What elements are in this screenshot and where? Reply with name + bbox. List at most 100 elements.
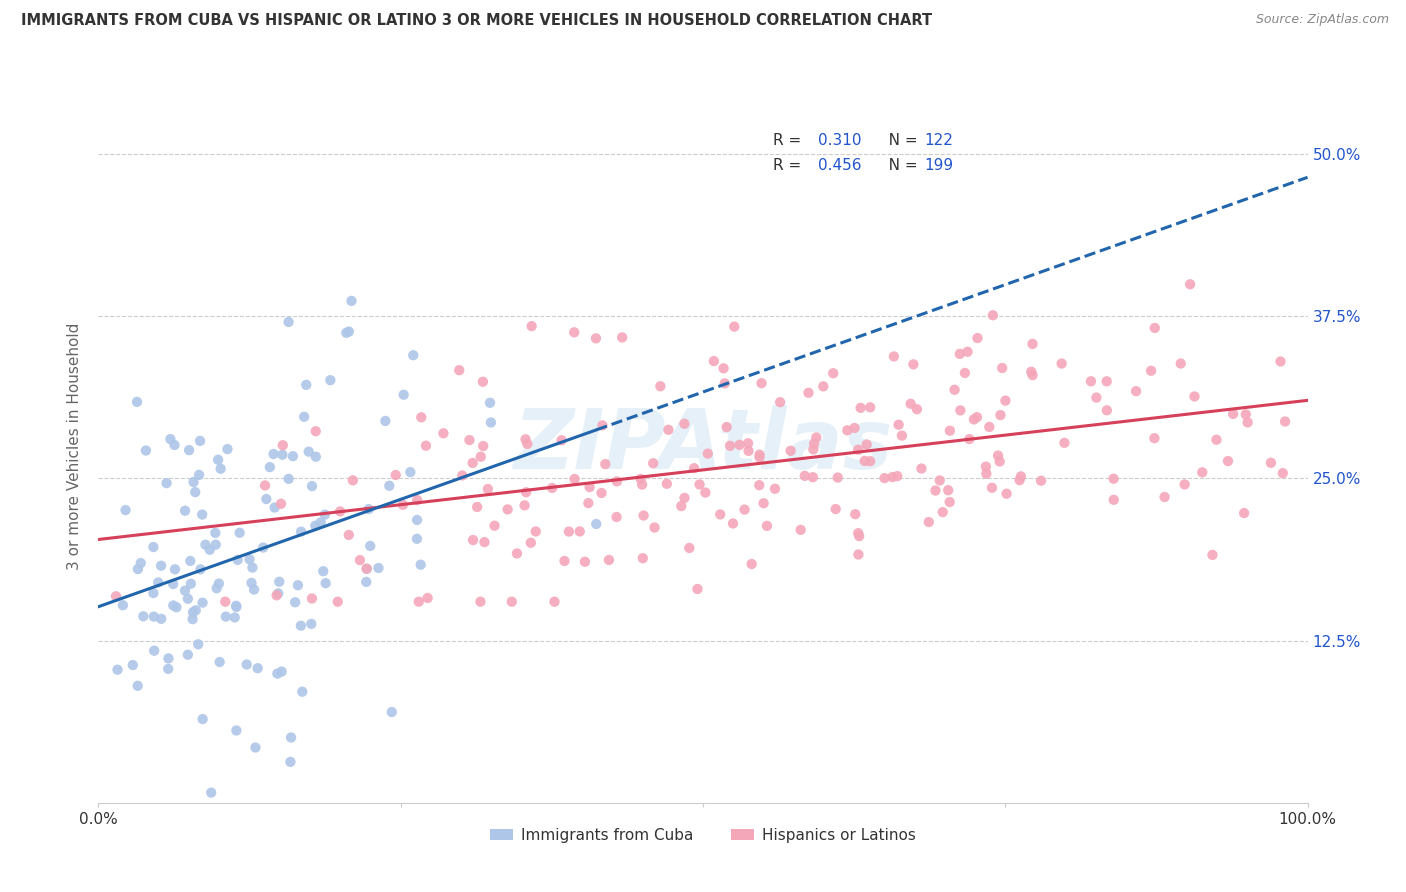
Point: [277, 472, 299, 486]
Point: [859, 454, 882, 468]
Point: [846, 442, 869, 457]
Point: [713, 376, 735, 391]
Point: [956, 344, 979, 359]
Point: [228, 525, 250, 540]
Point: [779, 443, 801, 458]
Point: [848, 529, 870, 543]
Point: [409, 558, 432, 572]
Point: [461, 533, 484, 547]
Point: [995, 486, 1018, 500]
Point: [853, 454, 876, 468]
Point: [1102, 472, 1125, 486]
Point: [1201, 548, 1223, 562]
Text: 0.310: 0.310: [818, 134, 860, 148]
Point: [1174, 477, 1197, 491]
Point: [741, 557, 763, 571]
Point: [949, 403, 972, 417]
Point: [184, 603, 207, 617]
Point: [890, 428, 912, 442]
Text: 122: 122: [925, 134, 953, 148]
Point: [1008, 473, 1031, 487]
Point: [292, 409, 315, 424]
Point: [337, 528, 360, 542]
Point: [226, 553, 249, 567]
Point: [280, 731, 302, 745]
Point: [225, 599, 247, 614]
Point: [953, 366, 976, 380]
Point: [129, 556, 152, 570]
Point: [752, 496, 775, 510]
Point: [718, 439, 741, 453]
Point: [737, 436, 759, 450]
Point: [823, 366, 845, 380]
Point: [214, 595, 236, 609]
Point: [415, 439, 437, 453]
Point: [578, 480, 600, 494]
Point: [284, 595, 307, 609]
Point: [981, 308, 1004, 322]
Point: [180, 576, 202, 591]
Point: [432, 426, 454, 441]
Point: [844, 507, 866, 521]
Point: [918, 515, 941, 529]
Point: [846, 526, 869, 541]
Point: [184, 485, 207, 500]
Point: [844, 421, 866, 435]
Point: [1140, 364, 1163, 378]
Point: [406, 513, 429, 527]
Point: [591, 418, 613, 433]
Point: [271, 448, 294, 462]
Point: [205, 581, 228, 595]
Point: [713, 361, 735, 376]
Point: [162, 577, 184, 591]
Point: [1222, 407, 1244, 421]
Point: [163, 562, 186, 576]
Point: [723, 319, 745, 334]
Point: [270, 665, 292, 679]
Point: [269, 574, 291, 589]
Point: [458, 433, 481, 447]
Point: [121, 658, 143, 673]
Point: [266, 666, 288, 681]
Point: [974, 459, 997, 474]
Point: [142, 609, 165, 624]
Point: [1080, 374, 1102, 388]
Point: [748, 448, 770, 462]
Point: [910, 461, 932, 475]
Point: [737, 443, 759, 458]
Point: [643, 456, 665, 470]
Point: [801, 470, 824, 484]
Point: [1102, 492, 1125, 507]
Point: [107, 663, 129, 677]
Point: [824, 502, 846, 516]
Point: [994, 393, 1017, 408]
Point: [381, 705, 404, 719]
Point: [190, 562, 212, 576]
Point: [789, 523, 811, 537]
Point: [235, 657, 257, 672]
Point: [883, 350, 905, 364]
Point: [520, 535, 543, 549]
Point: [406, 493, 429, 508]
Point: [1053, 435, 1076, 450]
Point: [695, 485, 717, 500]
Point: [181, 605, 204, 619]
Point: [524, 524, 547, 539]
Y-axis label: 3 or more Vehicles in Household: 3 or more Vehicles in Household: [67, 322, 83, 570]
Point: [215, 609, 238, 624]
Point: [200, 786, 222, 800]
Point: [612, 330, 634, 344]
Point: [848, 548, 870, 562]
Point: [240, 575, 263, 590]
Point: [177, 443, 200, 458]
Point: [763, 482, 786, 496]
Point: [254, 491, 277, 506]
Point: [905, 402, 928, 417]
Point: [1085, 391, 1108, 405]
Text: N =: N =: [873, 158, 922, 172]
Point: [287, 578, 309, 592]
Point: [305, 424, 328, 438]
Point: [204, 538, 226, 552]
Point: [966, 410, 988, 425]
Point: [411, 410, 433, 425]
